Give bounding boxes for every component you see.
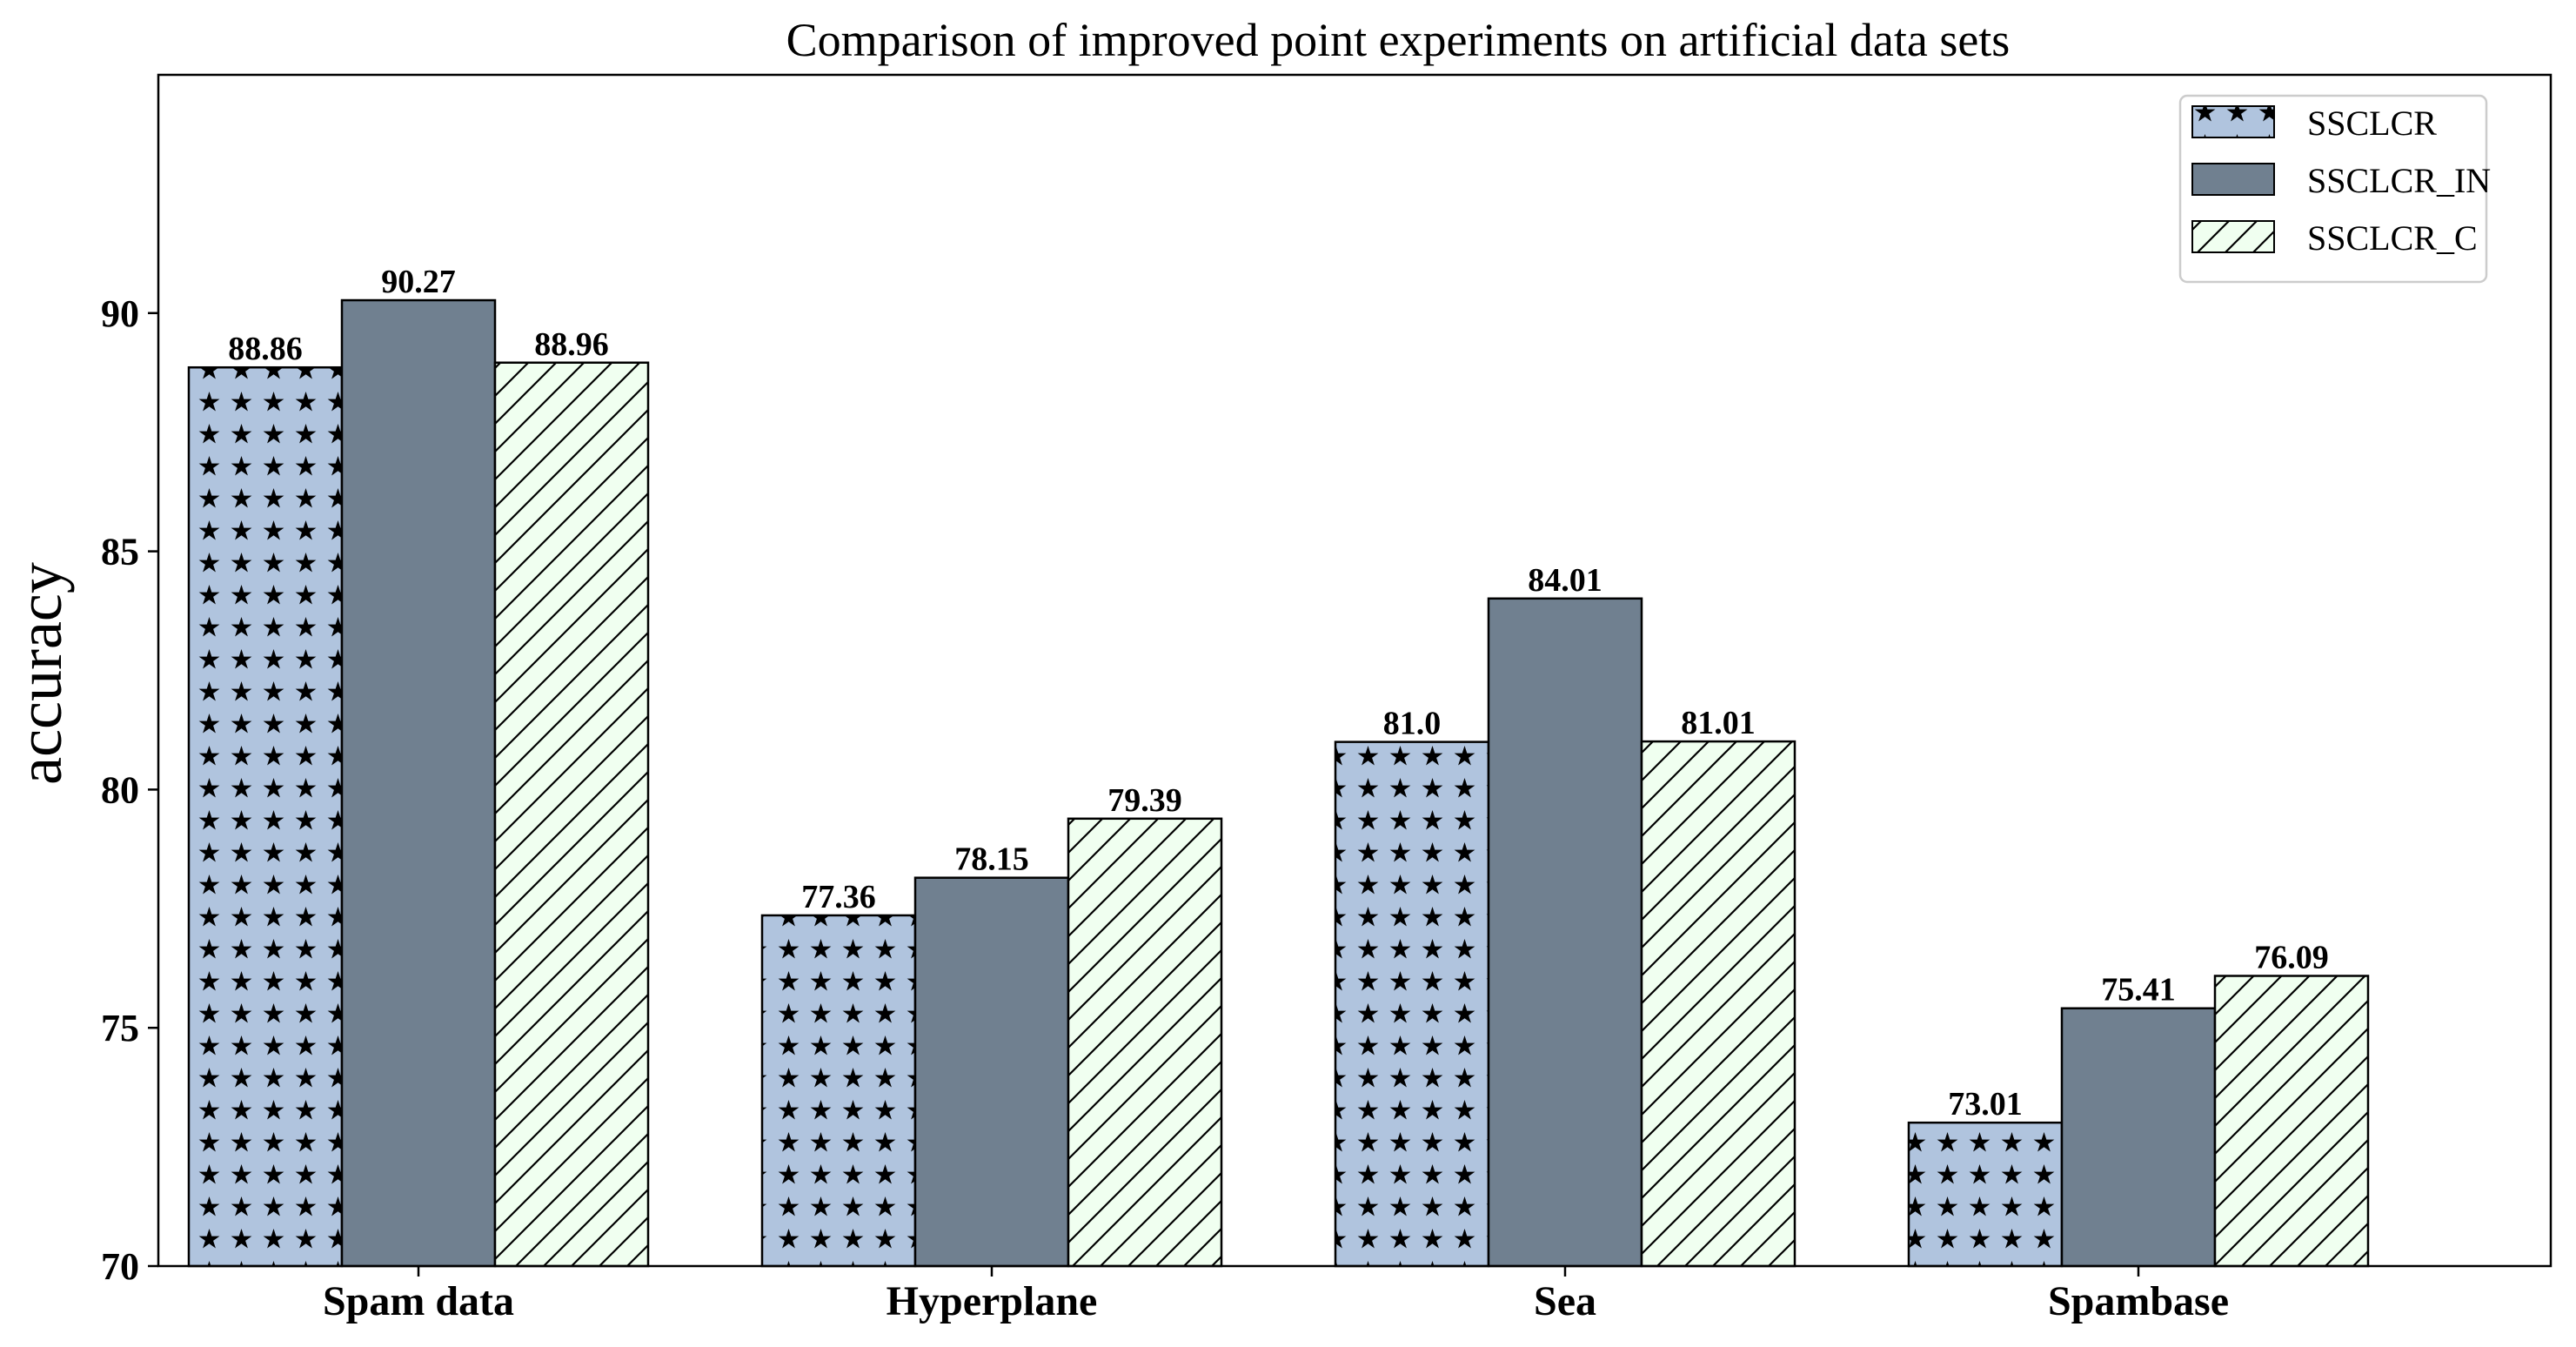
data-label-spambase-ssclcr: 73.01 xyxy=(1948,1086,2023,1122)
bar-sea-ssclcr-in xyxy=(1487,597,1643,1268)
y-tick-label: 80 xyxy=(101,768,139,811)
bar-spambase-ssclcr-in xyxy=(2060,1007,2217,1268)
bar-hyperplane-ssclcr-in xyxy=(913,876,1070,1268)
y-axis-label: accuracy xyxy=(5,562,75,785)
x-tick-label: Sea xyxy=(1534,1278,1596,1324)
bar-hyperplane-ssclcr xyxy=(760,914,917,1268)
data-label-sea-ssclcr-c: 81.01 xyxy=(1681,705,1756,741)
data-label-spam-data-ssclcr-in: 90.27 xyxy=(381,264,456,300)
bar-spambase-ssclcr xyxy=(1907,1121,2064,1268)
y-tick-label: 70 xyxy=(101,1245,139,1288)
y-tick-label: 85 xyxy=(101,531,139,573)
bar-sea-ssclcr-c xyxy=(1640,740,1797,1268)
y-tick-label: 75 xyxy=(101,1007,139,1049)
legend-swatch-ssclcr-c xyxy=(2191,220,2275,253)
legend-label-ssclcr: SSCLCR xyxy=(2307,104,2437,143)
y-tick-label: 90 xyxy=(101,292,139,335)
data-label-spambase-ssclcr-in: 75.41 xyxy=(2101,972,2176,1009)
legend-label-ssclcr-in: SSCLCR_IN xyxy=(2307,161,2491,200)
data-label-spam-data-ssclcr-c: 88.96 xyxy=(534,326,609,363)
legend-swatch-ssclcr-in xyxy=(2191,163,2275,196)
data-label-spam-data-ssclcr: 88.86 xyxy=(228,331,303,367)
x-axis-ticks: Spam data Hyperplane Sea Spambase xyxy=(323,1266,2229,1324)
bar-hyperplane-ssclcr-c xyxy=(1067,817,1223,1268)
bar-spam-data-ssclcr xyxy=(187,365,344,1268)
chart-title: Comparison of improved point experiments… xyxy=(786,14,2011,66)
data-label-spambase-ssclcr-c: 76.09 xyxy=(2254,940,2329,976)
x-tick-label: Spam data xyxy=(323,1278,514,1324)
data-label-hyperplane-ssclcr: 77.36 xyxy=(801,879,876,915)
bar-spambase-ssclcr-c xyxy=(2213,975,2370,1268)
legend-label-ssclcr-c: SSCLCR_C xyxy=(2307,218,2478,258)
y-axis-ticks: 70 75 80 85 90 xyxy=(101,292,158,1288)
bar-spam-data-ssclcr-c xyxy=(493,361,650,1268)
legend-entries: SSCLCR SSCLCR_IN SSCLCR_C xyxy=(2191,104,2491,258)
plot-frame xyxy=(157,73,2553,1268)
bars-layer xyxy=(187,298,2370,1268)
x-tick-label: Hyperplane xyxy=(887,1278,1098,1324)
legend-swatch-ssclcr xyxy=(2191,105,2275,138)
x-tick-label: Spambase xyxy=(2048,1278,2229,1324)
data-labels-layer: 88.86 90.27 88.96 77.36 78.15 79.39 81.0 84.01 8… xyxy=(228,264,2329,1122)
data-label-sea-ssclcr: 81.0 xyxy=(1383,706,1442,742)
legend: SSCLCR SSCLCR_IN SSCLCR_C xyxy=(2178,94,2491,284)
data-label-sea-ssclcr-in: 84.01 xyxy=(1528,562,1602,599)
bar-spam-data-ssclcr-in xyxy=(340,298,497,1268)
bar-sea-ssclcr xyxy=(1334,741,1490,1268)
data-label-hyperplane-ssclcr-in: 78.15 xyxy=(954,841,1029,878)
data-label-hyperplane-ssclcr-c: 79.39 xyxy=(1107,782,1182,819)
